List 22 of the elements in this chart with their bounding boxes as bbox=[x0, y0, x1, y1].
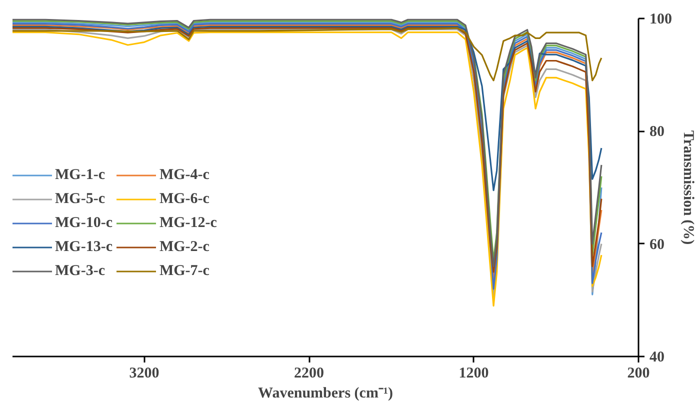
legend-label: MG-7-c bbox=[159, 262, 210, 280]
legend-label: MG-4-c bbox=[159, 166, 210, 184]
line-series bbox=[12, 27, 602, 82]
legend-label: MG-13-c bbox=[55, 238, 112, 256]
x-tick-label: 200 bbox=[627, 366, 650, 382]
y-axis-title: Transmission (%) bbox=[680, 130, 696, 245]
x-tick-label: 2200 bbox=[294, 366, 324, 382]
legend-label: MG-6-c bbox=[159, 190, 210, 208]
y-tick-label: 80 bbox=[650, 124, 664, 140]
legend-label: MG-1-c bbox=[55, 166, 105, 184]
line-series bbox=[12, 26, 602, 192]
x-axis-title: Wavenumbers (cm⁻¹) bbox=[258, 386, 393, 402]
y-tick-label: 100 bbox=[650, 12, 672, 28]
legend-label: MG-12-c bbox=[159, 214, 217, 232]
x-tick-label: 1200 bbox=[458, 366, 489, 382]
legend-label: MG-3-c bbox=[55, 262, 105, 280]
legend-label: MG-5-c bbox=[55, 190, 105, 208]
y-tick-label: 60 bbox=[650, 236, 664, 253]
x-tick-label: 3200 bbox=[129, 366, 160, 382]
legend-label: MG-2-c bbox=[159, 238, 210, 256]
legend-label: MG-10-c bbox=[55, 214, 112, 232]
y-tick-label: 40 bbox=[650, 350, 664, 366]
